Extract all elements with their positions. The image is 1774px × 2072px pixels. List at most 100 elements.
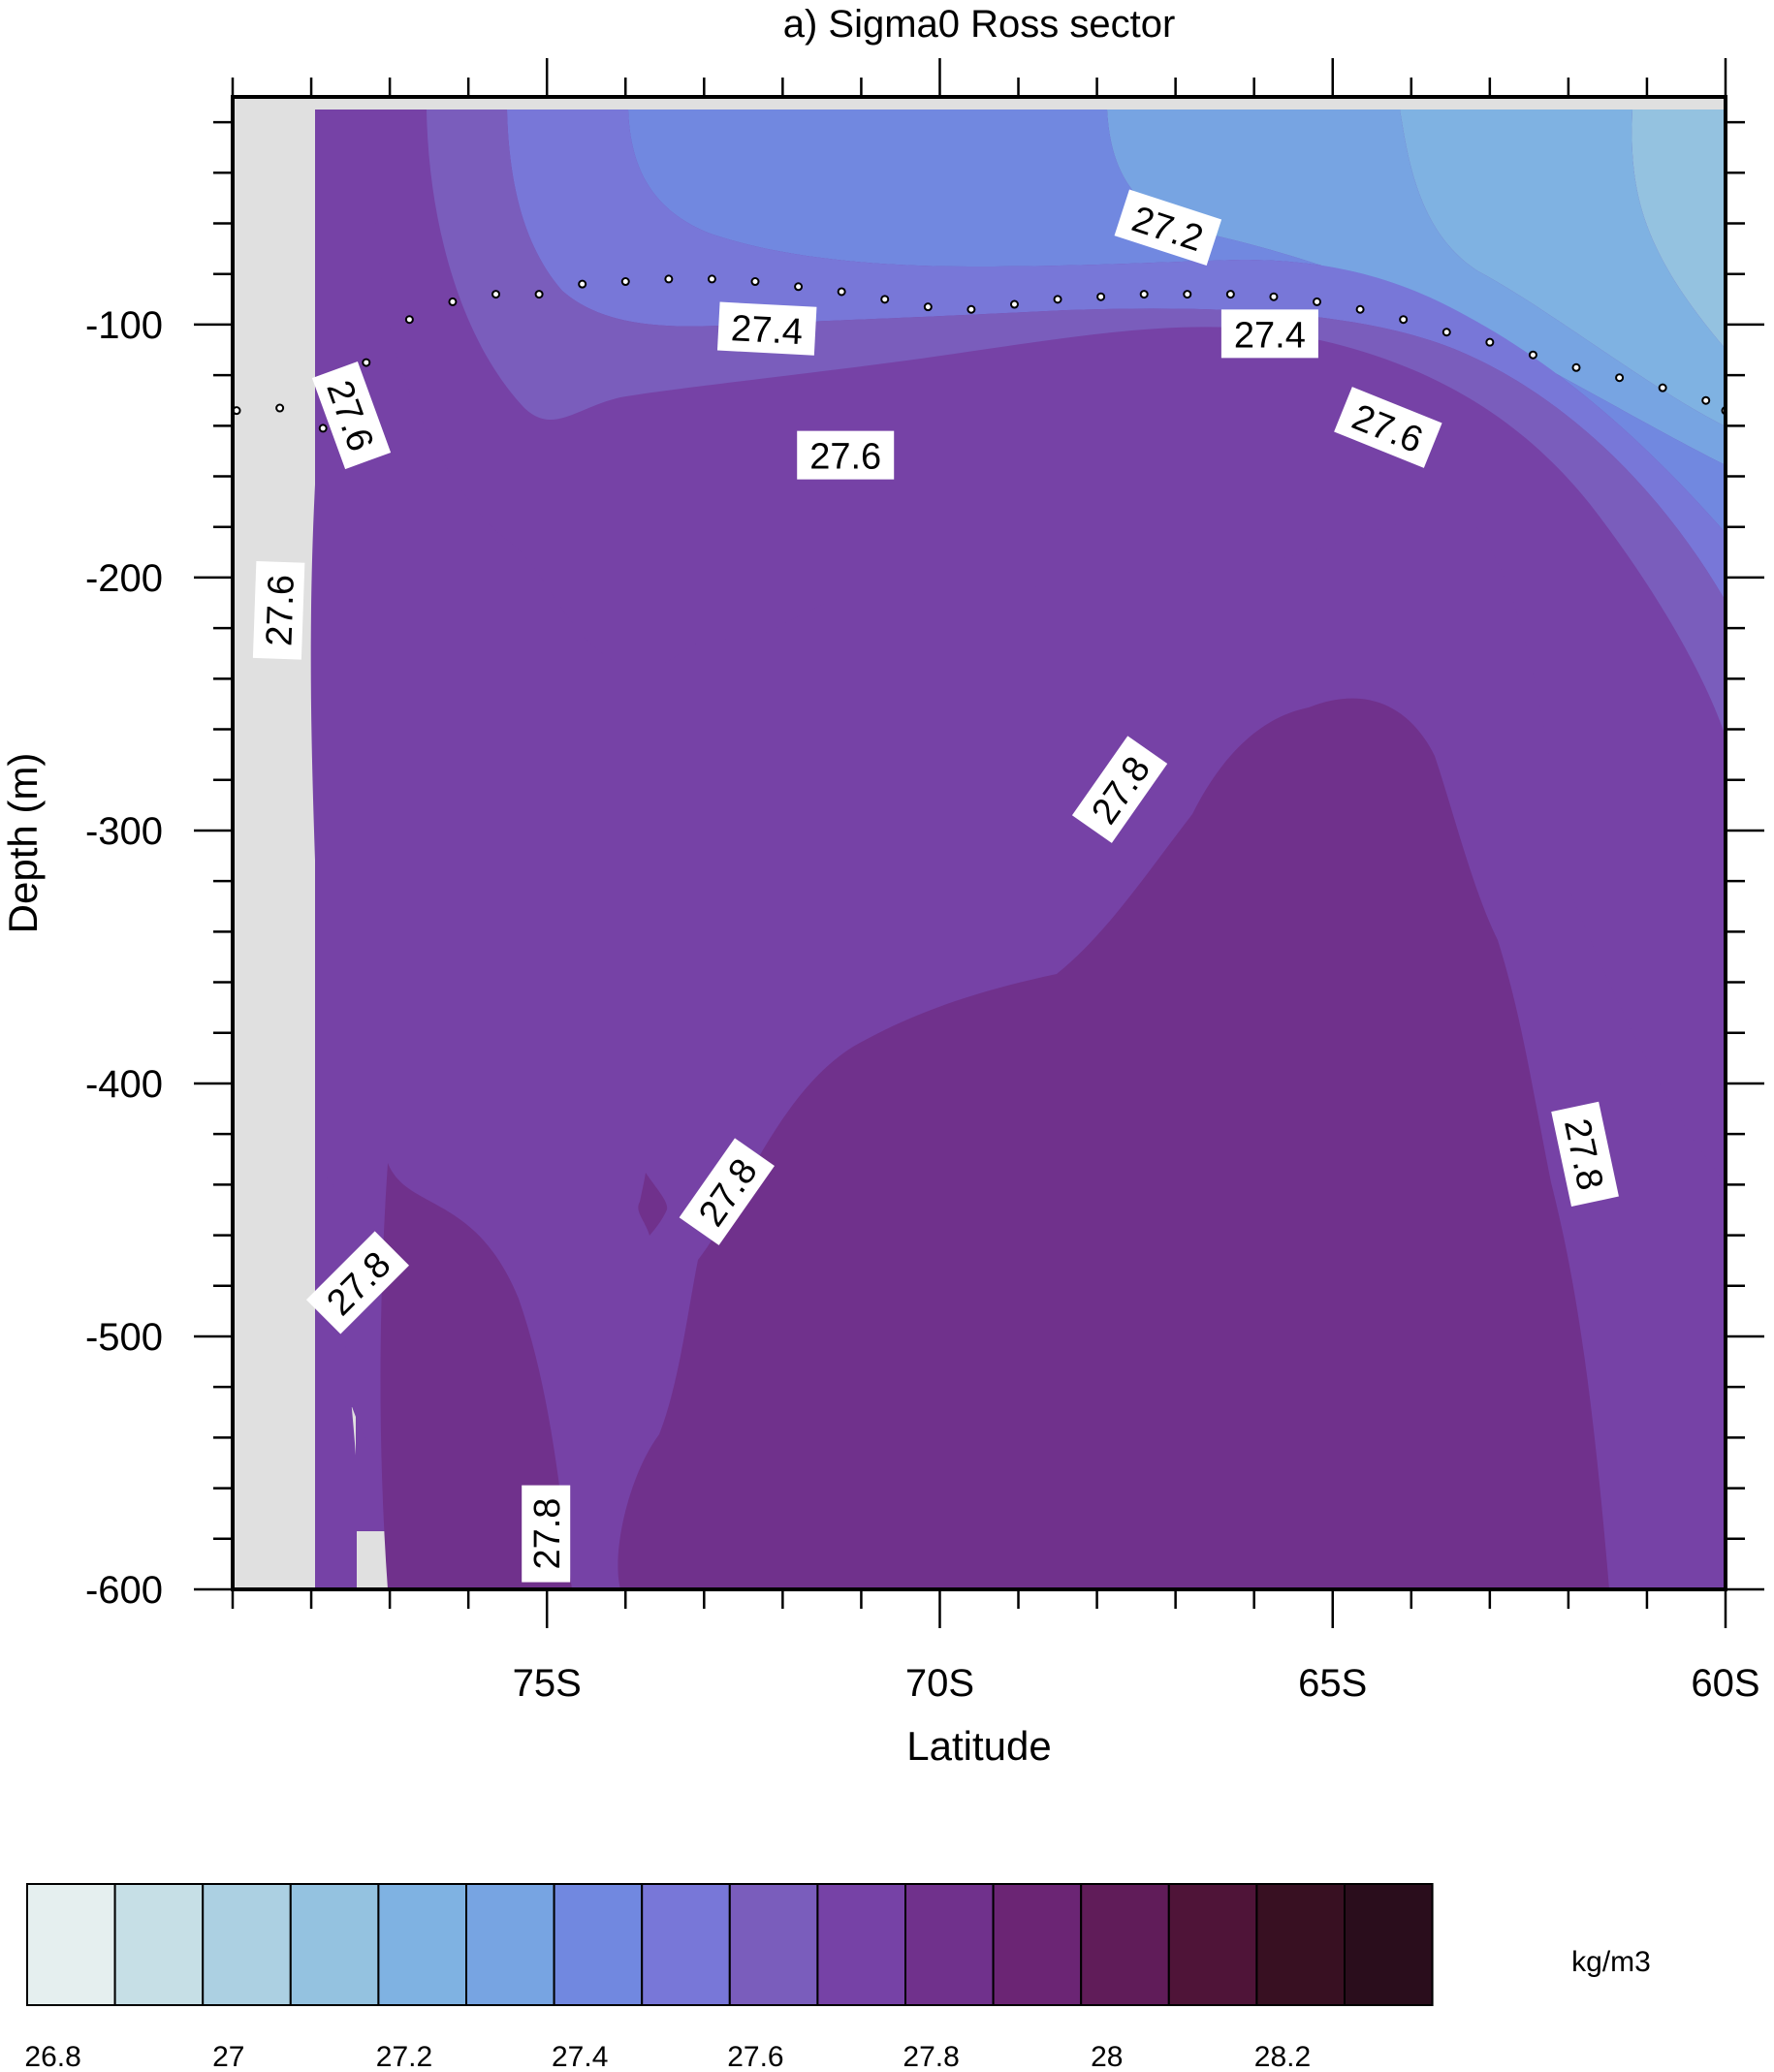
mld-point-8 (578, 279, 587, 289)
density-fill-layers (310, 110, 1726, 1589)
mld-point-7 (534, 290, 544, 299)
colorbar-tick-label: 27 (212, 2041, 244, 2072)
mld-point-33 (1658, 383, 1667, 392)
contour-label: 27.4 (1220, 309, 1318, 359)
mld-point-2 (318, 424, 328, 433)
mld-point-12 (750, 277, 760, 287)
mld-point-4 (404, 315, 414, 325)
colorbar-tick-label: 26.8 (24, 2041, 80, 2072)
density-band-4 (427, 110, 1726, 601)
mld-point-26 (1355, 304, 1365, 314)
mld-point-21 (1139, 290, 1149, 299)
colorbar-tick-label: 28.2 (1254, 2041, 1311, 2072)
mld-point-3 (362, 358, 371, 367)
plot-frame (231, 95, 1727, 1591)
colorbar-box (26, 1883, 116, 2006)
mld-point-5 (448, 297, 458, 306)
mld-point-32 (1615, 373, 1625, 383)
y-tick-label: -600 (85, 1569, 163, 1612)
colorbar-box (1167, 1883, 1258, 2006)
y-tick-label: -300 (85, 810, 163, 853)
x-axis-title: Latitude (906, 1723, 1051, 1769)
colorbar-box (553, 1883, 644, 2006)
y-axis-title: Depth (m) (0, 753, 46, 934)
mld-point-25 (1313, 297, 1322, 306)
mld-point-1 (275, 403, 285, 413)
y-tick-label: -500 (85, 1316, 163, 1359)
colorbar-box (289, 1883, 380, 2006)
density-band-3 (507, 110, 1726, 533)
colorbar-box (1080, 1883, 1170, 2006)
colorbar-tick-label: 27.8 (903, 2041, 959, 2072)
mld-point-14 (837, 287, 846, 297)
mld-point-19 (1053, 295, 1062, 304)
mld-point-11 (707, 274, 716, 284)
density-band-2 (628, 110, 1726, 465)
colorbar-tick-labels: 26.8 27 27.2 27.4 27.6 27.8 28 28.2 (24, 2041, 1311, 2072)
colorbar-tick-label: 28 (1091, 2041, 1123, 2072)
density-band-0 (1400, 110, 1726, 349)
contour-label-text: 27.8 (527, 1498, 568, 1570)
mld-point-13 (794, 282, 804, 292)
colorbar-tick-label: 27.6 (727, 2041, 783, 2072)
mld-point-27 (1399, 315, 1409, 325)
colorbar-box (1255, 1883, 1346, 2006)
mld-point-15 (880, 295, 890, 304)
contour-label-box (252, 560, 305, 660)
contour-label-box (522, 1485, 571, 1583)
density-band-10 (638, 1173, 668, 1236)
colorbar-box (377, 1883, 467, 2006)
colorbar-box (728, 1883, 819, 2006)
colorbar-box (904, 1883, 995, 2006)
density-band-8 (380, 1163, 572, 1589)
contour-label-box (311, 361, 392, 470)
contour-label: 27.8 (522, 1485, 571, 1583)
colorbar-box (816, 1883, 907, 2006)
density-band-1 (1107, 110, 1726, 426)
x-tick-label: 60S (1691, 1662, 1759, 1705)
y-tick-label: -200 (85, 557, 163, 600)
colorbar-tick-label: 27.2 (376, 2041, 432, 2072)
mld-point-31 (1571, 362, 1581, 372)
contour-label-text: 27.6 (259, 574, 302, 646)
contour-label-box (1071, 736, 1168, 843)
axis-tick-labels: 75S 70S 65S 60S -100 -200 -300 -400 -500 -600 (85, 304, 1760, 1705)
colorbar-box (465, 1883, 555, 2006)
mld-point-18 (1009, 299, 1019, 309)
chart-title: a) Sigma0 Ross sector (783, 3, 1176, 46)
contour-label: 27.4 (716, 301, 817, 356)
colorbar-box (113, 1883, 205, 2006)
contour-label-box (1220, 309, 1318, 359)
contour-label-box (1334, 387, 1442, 468)
mld-point-17 (966, 304, 976, 314)
mld-point-30 (1528, 350, 1537, 360)
colorbar-box (992, 1883, 1083, 2006)
contour-label-box (679, 1138, 775, 1245)
contour-label-box (305, 1231, 410, 1334)
colorbar (26, 1883, 1434, 2006)
mld-point-23 (1225, 290, 1235, 299)
y-tick-label: -100 (85, 304, 163, 347)
mld-point-28 (1441, 328, 1451, 337)
x-tick-label: 70S (905, 1662, 974, 1705)
mld-point-22 (1183, 290, 1192, 299)
contour-label-text: 27.4 (730, 308, 804, 353)
contour-label-text: 27.4 (1234, 315, 1306, 356)
colorbar-box (1344, 1883, 1434, 2006)
contour-label: 27.6 (252, 560, 305, 660)
density-band-9 (618, 698, 1609, 1589)
mld-point-20 (1096, 292, 1106, 301)
mld-point-16 (923, 302, 933, 312)
contour-label: 27.6 (797, 430, 895, 480)
plot-area (233, 97, 1726, 1589)
axis-ticks (194, 58, 1764, 1628)
contour-label-box (797, 430, 895, 480)
mld-point-29 (1485, 337, 1495, 347)
mld-point-9 (620, 277, 630, 287)
contour-labels: 27.227.4 27.427.627.6 27.627.627.827.827.8… (252, 189, 1619, 1583)
contour-label-box (1551, 1101, 1619, 1207)
contour-label-box (716, 301, 817, 356)
colorbar-units: kg/m3 (1571, 1946, 1651, 1978)
colorbar-tick-label: 27.4 (552, 2041, 608, 2072)
